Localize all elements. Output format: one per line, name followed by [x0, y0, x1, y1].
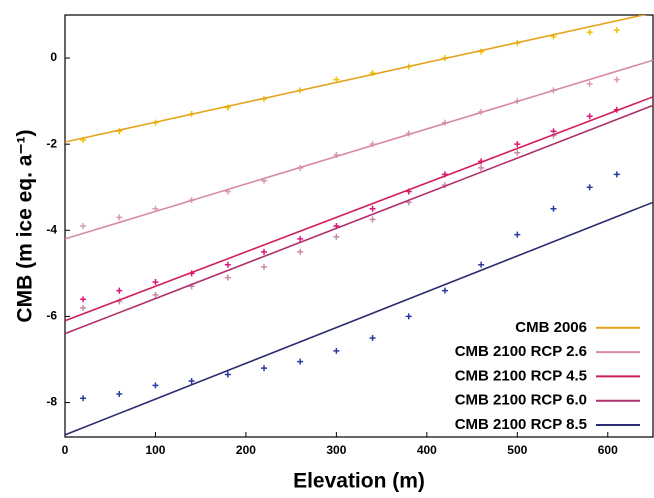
point: [224, 274, 231, 281]
fit-line: [65, 15, 647, 143]
point: [116, 390, 123, 397]
plot-frame: [64, 14, 654, 438]
point: [188, 378, 195, 385]
legend-label: CMB 2100 RCP 6.0: [455, 392, 587, 409]
plot-area: [65, 15, 653, 436]
point: [333, 347, 340, 354]
x-tick-label: 100: [145, 443, 165, 457]
point: [261, 248, 268, 255]
point: [80, 304, 87, 311]
point: [478, 261, 485, 268]
point: [297, 235, 304, 242]
y-tick-label: -6: [46, 309, 57, 323]
point: [405, 313, 412, 320]
x-tick-label: 400: [417, 443, 437, 457]
point: [441, 287, 448, 294]
point: [116, 214, 123, 221]
point: [261, 365, 268, 372]
point: [478, 164, 485, 171]
y-tick-label: -4: [46, 222, 57, 236]
point: [514, 231, 521, 238]
point: [586, 29, 593, 36]
point: [369, 216, 376, 223]
point: [586, 184, 593, 191]
point: [586, 80, 593, 87]
legend-label: CMB 2100 RCP 4.5: [455, 367, 587, 384]
fit-line: [65, 104, 653, 335]
point: [613, 171, 620, 178]
x-tick-label: 500: [507, 443, 527, 457]
point: [613, 27, 620, 34]
legend-label: CMB 2006: [515, 319, 587, 336]
point: [613, 76, 620, 83]
point: [152, 291, 159, 298]
point: [586, 113, 593, 120]
point: [224, 371, 231, 378]
point: [80, 296, 87, 303]
point: [80, 395, 87, 402]
point: [369, 334, 376, 341]
point: [224, 261, 231, 268]
fit-line: [65, 59, 653, 240]
x-tick-label: 200: [236, 443, 256, 457]
point: [152, 278, 159, 285]
point: [514, 141, 521, 148]
point: [116, 287, 123, 294]
point: [152, 382, 159, 389]
point: [333, 233, 340, 240]
point: [297, 248, 304, 255]
legend-label: CMB 2100 RCP 8.5: [455, 416, 587, 433]
x-axis-title: Elevation (m): [293, 470, 425, 493]
point: [514, 149, 521, 156]
legend-label: CMB 2100 RCP 2.6: [455, 343, 587, 360]
point: [80, 223, 87, 229]
y-tick-label: -2: [46, 136, 57, 150]
point: [550, 205, 557, 212]
y-tick-label: -8: [46, 395, 57, 409]
x-tick-label: 600: [598, 443, 618, 457]
point: [369, 205, 376, 212]
point: [261, 263, 268, 270]
fit-line: [65, 96, 653, 322]
x-tick-label: 300: [326, 443, 346, 457]
y-tick-label: 0: [50, 50, 57, 64]
x-tick-label: 0: [62, 443, 69, 457]
fit-line: [65, 201, 653, 436]
y-axis-title: CMB (m ice eq. a⁻¹): [14, 129, 37, 322]
point: [297, 358, 304, 365]
